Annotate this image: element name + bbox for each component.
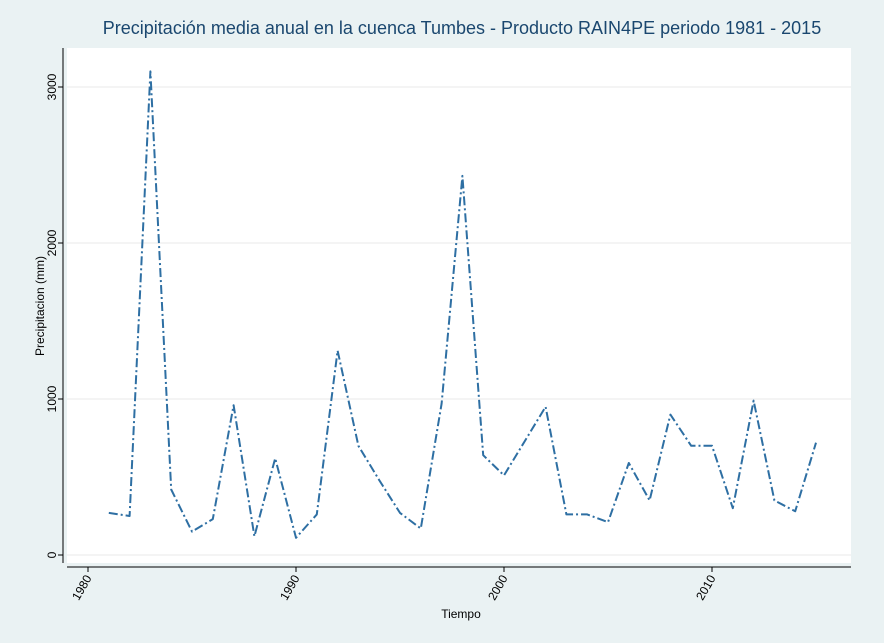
y-tick-label-3000: 3000 xyxy=(45,73,59,100)
y-tick-label-2000: 2000 xyxy=(45,229,59,256)
y-tick-label-1000: 1000 xyxy=(45,385,59,412)
x-tick-label-1990: 1990 xyxy=(277,572,303,602)
x-tick-label-1980: 1980 xyxy=(69,572,95,602)
y-axis-label: Precipitacion (mm) xyxy=(33,256,47,356)
plot-area xyxy=(67,48,851,563)
x-tick-label-2010: 2010 xyxy=(693,572,719,602)
y-tick-label-0: 0 xyxy=(45,551,59,558)
x-tick-label-2000: 2000 xyxy=(485,572,511,602)
x-axis-label: Tiempo xyxy=(441,607,481,621)
